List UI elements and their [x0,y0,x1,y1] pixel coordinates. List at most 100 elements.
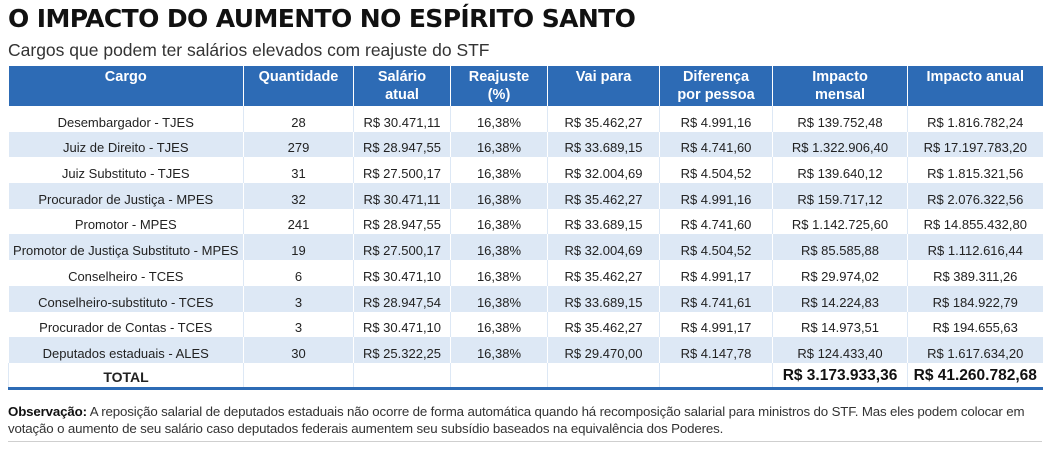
cell-cargo: Juiz Substituto - TJES [8,157,244,184]
cell-impacto-anual: R$ 1.617.634,20 [907,337,1043,363]
total-empty [353,362,451,391]
cell-quantidade: 28 [243,106,354,132]
cell-quantidade: 3 [243,311,354,338]
page-subtitle: Cargos que podem ter salários elevados c… [8,40,490,60]
cell-vai-para: R$ 33.689,15 [547,208,660,235]
header-impacto-mensal: Impacto mensal [772,66,908,106]
cell-reajuste: 16,38% [450,208,548,235]
note-text: A reposição salarial de deputados estadu… [8,404,1025,436]
cell-salario-atual: R$ 30.471,11 [353,183,451,209]
cell-diferenca: R$ 4.991,16 [659,106,773,132]
cell-salario-atual: R$ 30.471,11 [353,106,451,132]
table-row: Deputados estaduais - ALES 30 R$ 25.322,… [8,337,1043,363]
table-row: Conselheiro-substituto - TCES 3 R$ 28.94… [8,285,1043,312]
cell-diferenca: R$ 4.991,16 [659,183,773,209]
cell-impacto-anual: R$ 2.076.322,56 [907,183,1043,209]
cell-reajuste: 16,38% [450,234,548,261]
cell-quantidade: 32 [243,183,354,209]
cell-diferenca: R$ 4.504,52 [659,234,773,261]
cell-cargo: Procurador de Contas - TCES [8,311,244,338]
cell-impacto-mensal: R$ 1.322.906,40 [772,131,908,158]
cell-cargo: Promotor - MPES [8,208,244,235]
cell-reajuste: 16,38% [450,260,548,286]
page-title: O IMPACTO DO AUMENTO NO ESPÍRITO SANTO [8,4,636,33]
cell-vai-para: R$ 35.462,27 [547,106,660,132]
cell-cargo: Promotor de Justiça Substituto - MPES [8,234,244,261]
total-impacto-anual: R$ 41.260.782,68 [907,362,1043,391]
cell-vai-para: R$ 35.462,27 [547,183,660,209]
cell-vai-para: R$ 32.004,69 [547,157,660,184]
cell-vai-para: R$ 29.470,00 [547,337,660,363]
header-diferenca: Diferença por pessoa [659,66,773,106]
impact-table: Cargo Quantidade Salário atual Reajuste (%… [8,66,1043,391]
cell-vai-para: R$ 35.462,27 [547,260,660,286]
cell-reajuste: 16,38% [450,157,548,184]
total-impacto-mensal: R$ 3.173.933,36 [772,362,908,391]
cell-impacto-anual: R$ 184.922,79 [907,285,1043,312]
total-empty [450,362,548,391]
cell-diferenca: R$ 4.991,17 [659,311,773,338]
cell-quantidade: 241 [243,208,354,235]
cell-impacto-anual: R$ 17.197.783,20 [907,131,1043,158]
cell-impacto-mensal: R$ 124.433,40 [772,337,908,363]
cell-impacto-mensal: R$ 29.974,02 [772,260,908,286]
cell-impacto-mensal: R$ 139.752,48 [772,106,908,132]
cell-vai-para: R$ 35.462,27 [547,311,660,338]
table-row: Promotor de Justiça Substituto - MPES 19… [8,234,1043,261]
note-label: Observação: [8,404,87,419]
table-row: Procurador de Contas - TCES 3 R$ 30.471,… [8,311,1043,338]
cell-cargo: Deputados estaduais - ALES [8,337,244,363]
cell-reajuste: 16,38% [450,311,548,338]
header-quantidade: Quantidade [243,66,354,106]
header-cargo: Cargo [8,66,244,106]
cell-salario-atual: R$ 28.947,55 [353,131,451,158]
cell-vai-para: R$ 32.004,69 [547,234,660,261]
cell-reajuste: 16,38% [450,106,548,132]
cell-impacto-anual: R$ 194.655,63 [907,311,1043,338]
cell-cargo: Procurador de Justiça - MPES [8,183,244,209]
header-vai-para: Vai para [547,66,660,106]
cell-impacto-mensal: R$ 85.585,88 [772,234,908,261]
cell-diferenca: R$ 4.504,52 [659,157,773,184]
total-row: TOTAL R$ 3.173.933,36 R$ 41.260.782,68 [8,362,1043,391]
cell-cargo: Conselheiro-substituto - TCES [8,285,244,312]
total-label: TOTAL [8,362,244,391]
cell-salario-atual: R$ 30.471,10 [353,311,451,338]
table-row: Promotor - MPES 241 R$ 28.947,55 16,38% … [8,208,1043,235]
cell-impacto-mensal: R$ 1.142.725,60 [772,208,908,235]
cell-impacto-anual: R$ 1.816.782,24 [907,106,1043,132]
cell-impacto-anual: R$ 14.855.432,80 [907,208,1043,235]
cell-reajuste: 16,38% [450,131,548,158]
cell-cargo: Juiz de Direito - TJES [8,131,244,158]
cell-impacto-anual: R$ 389.311,26 [907,260,1043,286]
cell-impacto-mensal: R$ 159.717,12 [772,183,908,209]
cell-impacto-mensal: R$ 14.224,83 [772,285,908,312]
table-header-row: Cargo Quantidade Salário atual Reajuste (%… [8,66,1043,106]
cell-reajuste: 16,38% [450,183,548,209]
cell-reajuste: 16,38% [450,337,548,363]
table-row: Procurador de Justiça - MPES 32 R$ 30.47… [8,183,1043,209]
bottom-divider [8,441,1042,442]
cell-diferenca: R$ 4.147,78 [659,337,773,363]
header-impacto-anual: Impacto anual [907,66,1043,106]
cell-salario-atual: R$ 28.947,54 [353,285,451,312]
cell-impacto-anual: R$ 1.815.321,56 [907,157,1043,184]
cell-quantidade: 19 [243,234,354,261]
cell-vai-para: R$ 33.689,15 [547,285,660,312]
cell-impacto-anual: R$ 1.112.616,44 [907,234,1043,261]
cell-quantidade: 3 [243,285,354,312]
cell-cargo: Conselheiro - TCES [8,260,244,286]
total-empty [659,362,773,391]
table-row: Conselheiro - TCES 6 R$ 30.471,10 16,38%… [8,260,1043,286]
cell-reajuste: 16,38% [450,285,548,312]
total-empty [243,362,354,391]
header-reajuste: Reajuste (%) [450,66,548,106]
cell-salario-atual: R$ 30.471,10 [353,260,451,286]
table-row: Juiz Substituto - TJES 31 R$ 27.500,17 1… [8,157,1043,184]
observation-note: Observação: A reposição salarial de depu… [8,403,1048,437]
cell-impacto-mensal: R$ 14.973,51 [772,311,908,338]
cell-diferenca: R$ 4.741,61 [659,285,773,312]
cell-vai-para: R$ 33.689,15 [547,131,660,158]
table-row: Juiz de Direito - TJES 279 R$ 28.947,55 … [8,131,1043,158]
header-salario-atual: Salário atual [353,66,451,106]
